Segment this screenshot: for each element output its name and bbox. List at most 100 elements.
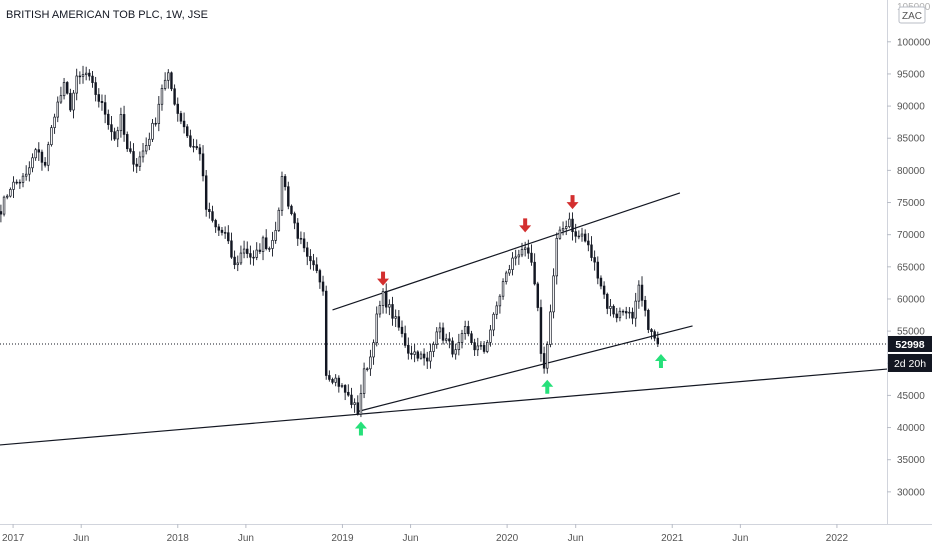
candle-body: [186, 126, 189, 137]
candle-body: [381, 291, 385, 306]
candle-body: [43, 161, 47, 166]
candle-body: [495, 305, 498, 315]
candle-body: [122, 114, 126, 135]
candle-body: [536, 283, 540, 308]
price-tick-label: 60000: [897, 294, 925, 305]
candle-body: [195, 146, 198, 149]
candle-body: [384, 291, 388, 308]
candle-body: [621, 310, 625, 313]
candle-body: [369, 356, 372, 370]
candle-body: [520, 249, 524, 256]
price-tick-label: 30000: [897, 487, 925, 498]
candle-body: [422, 353, 426, 359]
price-tick-label: 100000: [897, 37, 931, 48]
candle-body: [78, 75, 82, 78]
candle-body: [432, 344, 435, 352]
candle-body: [312, 260, 315, 266]
candle-body: [429, 351, 432, 362]
time-axis[interactable]: 2017 Jun 2018 Jun 2019 Jun 2020 Jun 2021 Jun 2022: [2, 524, 849, 544]
candle-body: [397, 316, 401, 328]
candle-body: [28, 167, 31, 175]
candle-body: [590, 244, 593, 258]
candle-body: [66, 82, 69, 94]
time-tick-label: Jun: [732, 533, 748, 544]
red-down-arrow-icon: [377, 271, 390, 286]
candle-body: [362, 368, 366, 394]
candle-body: [549, 311, 552, 345]
candle-body: [261, 237, 265, 252]
candle-body: [441, 327, 445, 341]
green-up-arrow-icon: [354, 421, 367, 436]
candle-body: [448, 338, 451, 342]
trendline: [332, 192, 681, 311]
candle-body: [498, 295, 502, 307]
candle-body: [546, 344, 549, 369]
candle-body: [410, 352, 413, 355]
candle-body: [574, 231, 577, 237]
candle-body: [135, 163, 138, 167]
candle-body: [129, 148, 132, 152]
candle-body: [407, 344, 410, 354]
candle-body: [476, 345, 480, 351]
candle-body: [217, 226, 221, 231]
candle-body: [37, 149, 41, 153]
time-tick-label: 2017: [2, 533, 25, 544]
candle-body: [204, 175, 208, 210]
candle-body: [527, 247, 530, 254]
candle-body: [103, 102, 107, 115]
trendline: [357, 325, 693, 413]
candle-body: [252, 256, 255, 259]
price-tick-label: 70000: [897, 230, 925, 241]
candle-body: [230, 240, 233, 258]
candle-body: [350, 394, 353, 405]
currency-label: ZAC: [902, 11, 922, 22]
candle-body: [504, 272, 508, 282]
candle-body: [467, 326, 470, 335]
candle-body: [173, 88, 176, 105]
candle-body: [343, 385, 347, 393]
candle-body: [208, 209, 211, 213]
candle-body: [299, 238, 303, 240]
currency-badge[interactable]: [898, 6, 926, 24]
candle-body: [53, 116, 56, 128]
candle-body: [413, 351, 416, 355]
candle-body: [255, 249, 258, 258]
candle-body: [561, 228, 565, 231]
candle-body: [539, 307, 543, 354]
candle-body: [309, 256, 312, 262]
candle-body: [302, 238, 306, 249]
candle-body: [599, 277, 603, 287]
red-down-arrow-icon: [566, 195, 579, 210]
candle-body: [227, 232, 230, 242]
candle-body: [283, 176, 287, 188]
candle-body: [533, 261, 536, 285]
candle-body: [647, 309, 650, 330]
candle-body: [81, 74, 85, 77]
candle-body: [59, 95, 63, 103]
time-tick-label: Jun: [403, 533, 419, 544]
candle-body: [388, 304, 391, 308]
candle-body: [435, 331, 438, 345]
candle-body: [444, 338, 448, 341]
candle-body: [40, 151, 44, 163]
last-price-value: 52998: [895, 339, 924, 351]
candle-body: [615, 313, 618, 319]
time-tick-label: Jun: [73, 533, 89, 544]
candle-body: [514, 256, 517, 259]
candle-body: [242, 248, 246, 254]
candle-body: [508, 269, 511, 274]
candle-body: [656, 337, 660, 345]
candle-body: [154, 122, 157, 125]
candle-body: [577, 235, 581, 238]
candle-body: [170, 72, 173, 90]
candle-body: [353, 402, 356, 405]
price-tick-label: 75000: [897, 198, 925, 209]
candle-body: [609, 305, 612, 309]
candle-body: [182, 120, 186, 128]
candle-body: [179, 113, 183, 122]
candle-body: [337, 377, 341, 387]
candle-body: [372, 342, 375, 358]
